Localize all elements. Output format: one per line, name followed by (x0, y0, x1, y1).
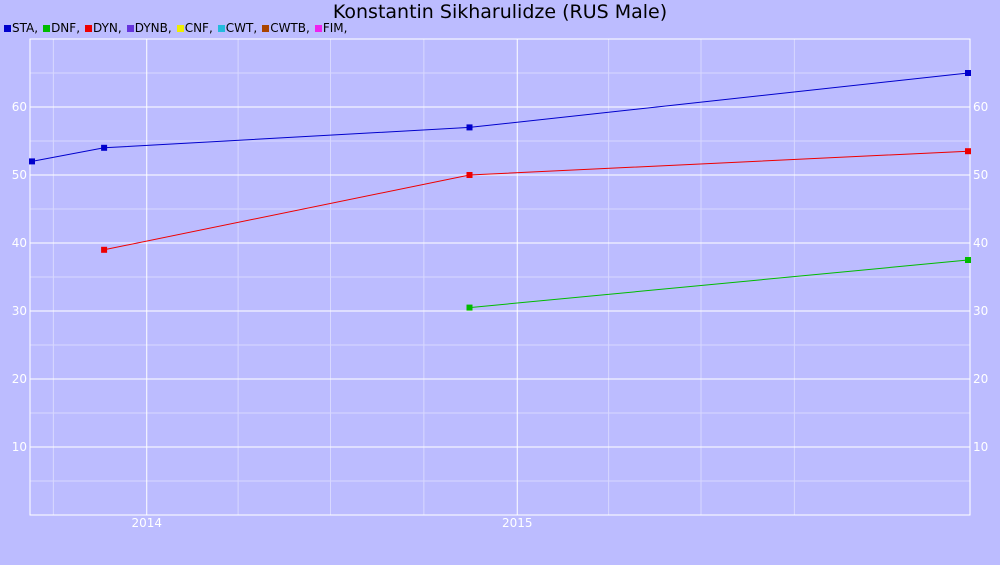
series-line-dnf (469, 259, 969, 309)
legend-separator: , (76, 21, 81, 35)
legend-item-dynb: DYNB, (126, 21, 172, 35)
y-tick-label-left: 60 (12, 100, 27, 114)
legend-separator: , (34, 21, 39, 35)
legend-label: CNF (184, 21, 209, 35)
legend-label: DYN (93, 21, 118, 35)
x-tick-label: 2015 (502, 516, 533, 530)
data-point-sta (101, 144, 108, 151)
legend-swatch (85, 24, 93, 32)
y-tick-label-left: 10 (12, 440, 27, 454)
legend-item-dnf: DNF, (43, 21, 80, 35)
legend-separator: , (117, 21, 122, 35)
legend-label: CWT (225, 21, 254, 35)
grid-layer (30, 39, 970, 515)
legend-separator: , (306, 21, 310, 35)
y-tick-label-right: 40 (973, 236, 988, 250)
legend-item-sta: STA, (4, 21, 38, 35)
legend-label: DNF (51, 21, 77, 35)
data-point-dnf (965, 257, 971, 263)
data-point-sta (29, 158, 35, 165)
legend-label: DYNB (134, 21, 168, 35)
series-line-dyn (103, 150, 969, 251)
y-tick-label-right: 50 (973, 168, 988, 182)
legend-label: STA (12, 21, 35, 35)
legend-swatch (217, 24, 225, 32)
data-point-dyn (101, 246, 108, 253)
y-tick-label-left: 20 (12, 372, 27, 386)
legend-swatch (4, 24, 11, 32)
x-tick-label: 2014 (131, 516, 162, 530)
legend-item-cwt: CWT, (217, 21, 258, 35)
y-tick-label-left: 40 (12, 236, 27, 250)
y-tick-label-right: 20 (973, 372, 988, 386)
legend-item-cnf: CNF, (176, 21, 213, 35)
legend-swatch (43, 24, 51, 32)
data-point-sta (965, 70, 971, 76)
legend-swatch (262, 24, 270, 32)
data-point-dnf (466, 304, 473, 311)
legend-swatch (314, 24, 322, 32)
data-point-sta (466, 124, 473, 131)
y-tick-label-right: 10 (973, 440, 988, 454)
y-tick-label-left: 50 (12, 168, 27, 182)
legend-item-fim: FIM, (314, 21, 348, 35)
y-tick-label-right: 30 (973, 304, 988, 318)
legend-item-dyn: DYN, (85, 21, 122, 35)
legend-swatch (126, 24, 134, 32)
series-line-sta (31, 72, 969, 162)
legend-label: FIM (322, 21, 344, 35)
legend-label: CWTB (270, 21, 306, 35)
legend-swatch (176, 24, 184, 32)
plot-frame (29, 38, 971, 516)
legend-separator: , (167, 21, 172, 35)
axis-layer: 10 10 20 20 30 30 40 40 50 50 60 60 2014 2015 (12, 38, 988, 530)
chart-title: Konstantin Sikharulidze (RUS Male) (332, 1, 668, 23)
legend-separator: , (208, 21, 213, 35)
series-layer (29, 70, 971, 311)
legend-separator: , (253, 21, 258, 35)
y-tick-label-left: 30 (12, 304, 27, 318)
legend: STA, DNF, DYN, DYNB, CNF, CWT, CWTB, FIM, (4, 20, 352, 36)
legend-item-cwtb: CWTB, (262, 21, 310, 35)
data-point-dyn (965, 148, 971, 155)
y-tick-label-right: 60 (973, 100, 988, 114)
data-point-dyn (466, 172, 473, 178)
legend-separator: , (343, 21, 348, 35)
